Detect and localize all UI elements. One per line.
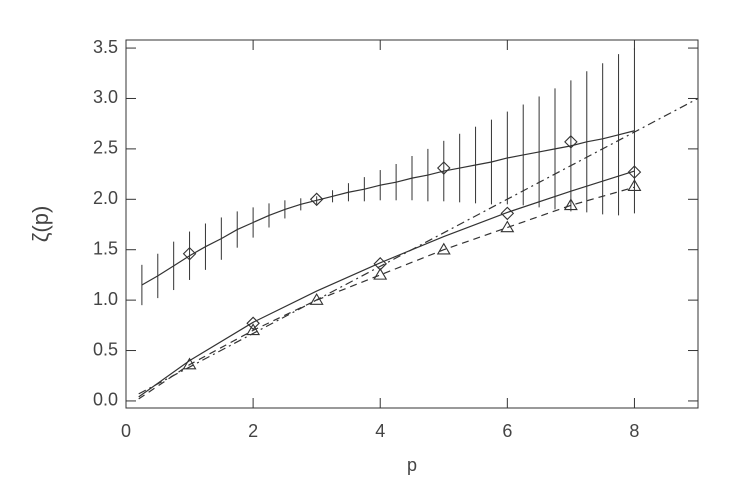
x-tick-label: 6: [502, 421, 512, 441]
y-tick-label: 1.5: [93, 238, 118, 258]
series-line: [141, 130, 635, 286]
diamond-marker: [627, 165, 642, 179]
x-tick-label: 0: [121, 421, 131, 441]
x-tick-label: 4: [375, 421, 385, 441]
y-axis-label: ζ(p): [28, 206, 53, 243]
x-tick-label: 2: [248, 421, 258, 441]
triangle-marker: [373, 267, 388, 280]
triangle-marker: [500, 220, 515, 233]
series-line: [138, 186, 635, 400]
y-tick-label: 1.0: [93, 289, 118, 309]
y-tick-label: 3.5: [93, 37, 118, 57]
triangle-marker: [627, 179, 642, 191]
y-tick-label: 3.0: [93, 87, 118, 107]
diamond-marker: [500, 206, 515, 221]
y-tick-label: 0.5: [93, 339, 118, 359]
series-line: [138, 97, 698, 395]
x-tick-label: 8: [629, 421, 639, 441]
diamond-marker: [246, 316, 260, 331]
plot-area: [138, 48, 698, 400]
y-tick-label: 0.0: [93, 390, 118, 410]
triangle-marker: [309, 293, 324, 305]
triangle-marker: [246, 323, 261, 336]
diamond-marker: [182, 246, 197, 261]
triangle-marker: [182, 357, 197, 370]
diamond-marker: [564, 135, 578, 149]
triangle-marker: [436, 242, 451, 255]
y-tick-label: 2.0: [93, 188, 118, 208]
y-tick-label: 2.5: [93, 138, 118, 158]
series-line: [138, 170, 635, 398]
diamond-marker: [309, 192, 324, 207]
triangle-marker: [563, 198, 578, 211]
x-axis-label: p: [407, 455, 417, 475]
plot-frame: [125, 39, 699, 409]
diamond-marker: [436, 161, 451, 175]
